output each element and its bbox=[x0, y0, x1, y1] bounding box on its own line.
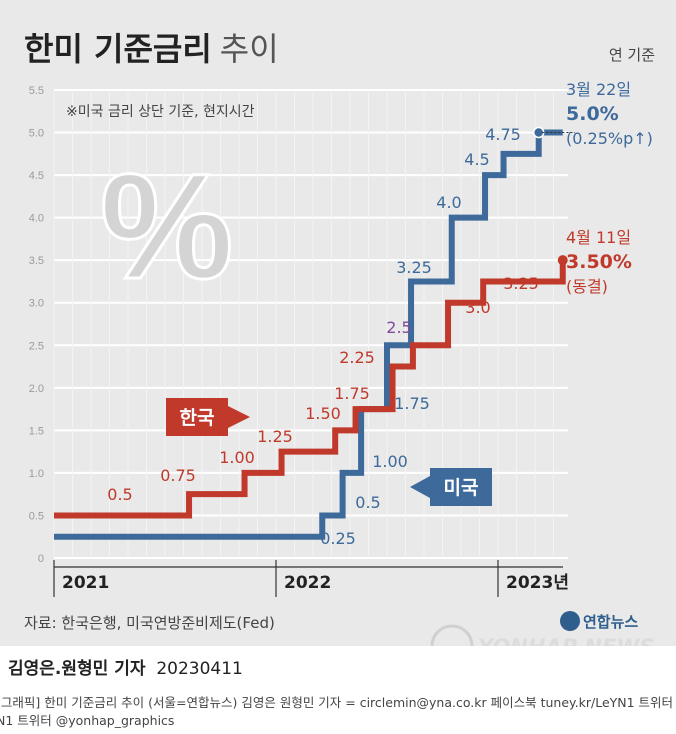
yonhap-watermark-text: YONHAP NEWS bbox=[478, 635, 655, 646]
us-final-date: 3월 22일 bbox=[566, 80, 631, 99]
x-year-label: 2023년 bbox=[506, 573, 569, 593]
yonhap-logo-icon bbox=[560, 611, 580, 631]
korea-end-dot bbox=[557, 255, 568, 266]
chart-title-bold: 한미 기준금리 bbox=[24, 30, 212, 68]
us-value-label: 4.0 bbox=[436, 193, 461, 212]
y-tick-label: 5.0 bbox=[29, 128, 44, 140]
byline: 김영은.원형민 기자 20230411 bbox=[8, 654, 243, 679]
us-value-label: 4.75 bbox=[485, 125, 521, 144]
us-value-label: 0.5 bbox=[355, 493, 380, 512]
chart-title-light: 추이 bbox=[220, 30, 279, 68]
korea-value-label: 1.25 bbox=[257, 427, 293, 446]
x-year-label: 2021 bbox=[62, 573, 109, 593]
source-note: 자료: 한국은행, 미국연방준비제도(Fed) bbox=[24, 614, 275, 632]
korea-value-label: 3.25 bbox=[503, 274, 539, 293]
korea-tag-box bbox=[166, 398, 228, 436]
byline-authors: 김영은.원형민 기자 bbox=[8, 659, 146, 679]
y-tick-label: 2.5 bbox=[29, 340, 44, 352]
y-tick-label: 5.5 bbox=[29, 85, 44, 97]
y-tick-label: 3.0 bbox=[29, 298, 44, 310]
korea-final-note: (동결) bbox=[566, 277, 608, 296]
us-value-label: 4.5 bbox=[464, 150, 489, 169]
rate-chart: 5.5 5.0 4.5 4.0 3.5 3.0 2.5 2.0 1.5 1.0 0.5 0 2021 20… bbox=[24, 30, 655, 646]
korea-rate-line bbox=[54, 260, 566, 519]
y-tick-label: 2.0 bbox=[29, 383, 44, 395]
us-tag-box bbox=[430, 468, 492, 506]
us-final-value: 5.0% bbox=[566, 103, 619, 125]
unit-note: 연 기준 bbox=[609, 46, 655, 64]
korea-value-label: 2.25 bbox=[339, 348, 375, 367]
yonhap-logo-text: 연합뉴스 bbox=[583, 613, 638, 631]
yonhap-watermark-icon bbox=[430, 624, 474, 646]
y-tick-label: 1.0 bbox=[29, 468, 44, 480]
korea-value-label: 0.75 bbox=[160, 466, 196, 485]
us-value-label: 1.75 bbox=[394, 394, 430, 413]
y-tick-label: 4.5 bbox=[29, 170, 44, 182]
korea-value-label: 1.50 bbox=[305, 404, 341, 423]
korea-value-label: 1.75 bbox=[334, 384, 370, 403]
korea-value-label: 1.00 bbox=[219, 448, 255, 467]
korea-tag-label: 한국 bbox=[180, 407, 215, 429]
us-tag-label: 미국 bbox=[444, 477, 479, 499]
korea-final-value: 3.50% bbox=[566, 251, 632, 273]
y-tick-label: 0 bbox=[38, 553, 44, 565]
us-value-label: 0.25 bbox=[320, 529, 356, 548]
korea-final-date: 4월 11일 bbox=[566, 228, 631, 247]
us-rate-line bbox=[54, 129, 563, 540]
x-year-label: 2022 bbox=[284, 573, 331, 593]
us-value-label: 2.5 bbox=[386, 318, 411, 337]
y-tick-label: 1.5 bbox=[29, 425, 44, 437]
byline-date: 20230411 bbox=[156, 659, 243, 679]
us-final-note: (0.25%p↑) bbox=[566, 129, 653, 148]
photo-caption: [그래픽] 한미 기준금리 추이 (서울=연합뉴스) 김영은 원형민 기자 = … bbox=[0, 694, 676, 730]
korea-tag-arrow bbox=[228, 406, 250, 428]
y-tick-label: 0.5 bbox=[29, 510, 44, 522]
caption-line-2: N1 트위터 @yonhap_graphics bbox=[0, 713, 175, 728]
korea-value-label: 0.5 bbox=[107, 485, 132, 504]
caption-line-1: [그래픽] 한미 기준금리 추이 (서울=연합뉴스) 김영은 원형민 기자 = … bbox=[0, 695, 676, 710]
y-tick-label: 4.0 bbox=[29, 213, 44, 225]
us-end-dot bbox=[532, 126, 545, 139]
us-tag-arrow bbox=[410, 476, 430, 498]
us-value-label: 1.00 bbox=[372, 452, 408, 471]
y-tick-label: 3.5 bbox=[29, 255, 44, 267]
sub-note: ※미국 금리 상단 기준, 현지시간 bbox=[66, 104, 255, 120]
chart-title: 한미 기준금리 추이 bbox=[24, 30, 279, 68]
percent-watermark: % bbox=[100, 142, 233, 310]
us-value-label: 3.25 bbox=[396, 258, 432, 277]
korea-value-label: 3.0 bbox=[465, 298, 490, 317]
chart-card: 5.5 5.0 4.5 4.0 3.5 3.0 2.5 2.0 1.5 1.0 0.5 0 2021 20… bbox=[0, 0, 676, 646]
